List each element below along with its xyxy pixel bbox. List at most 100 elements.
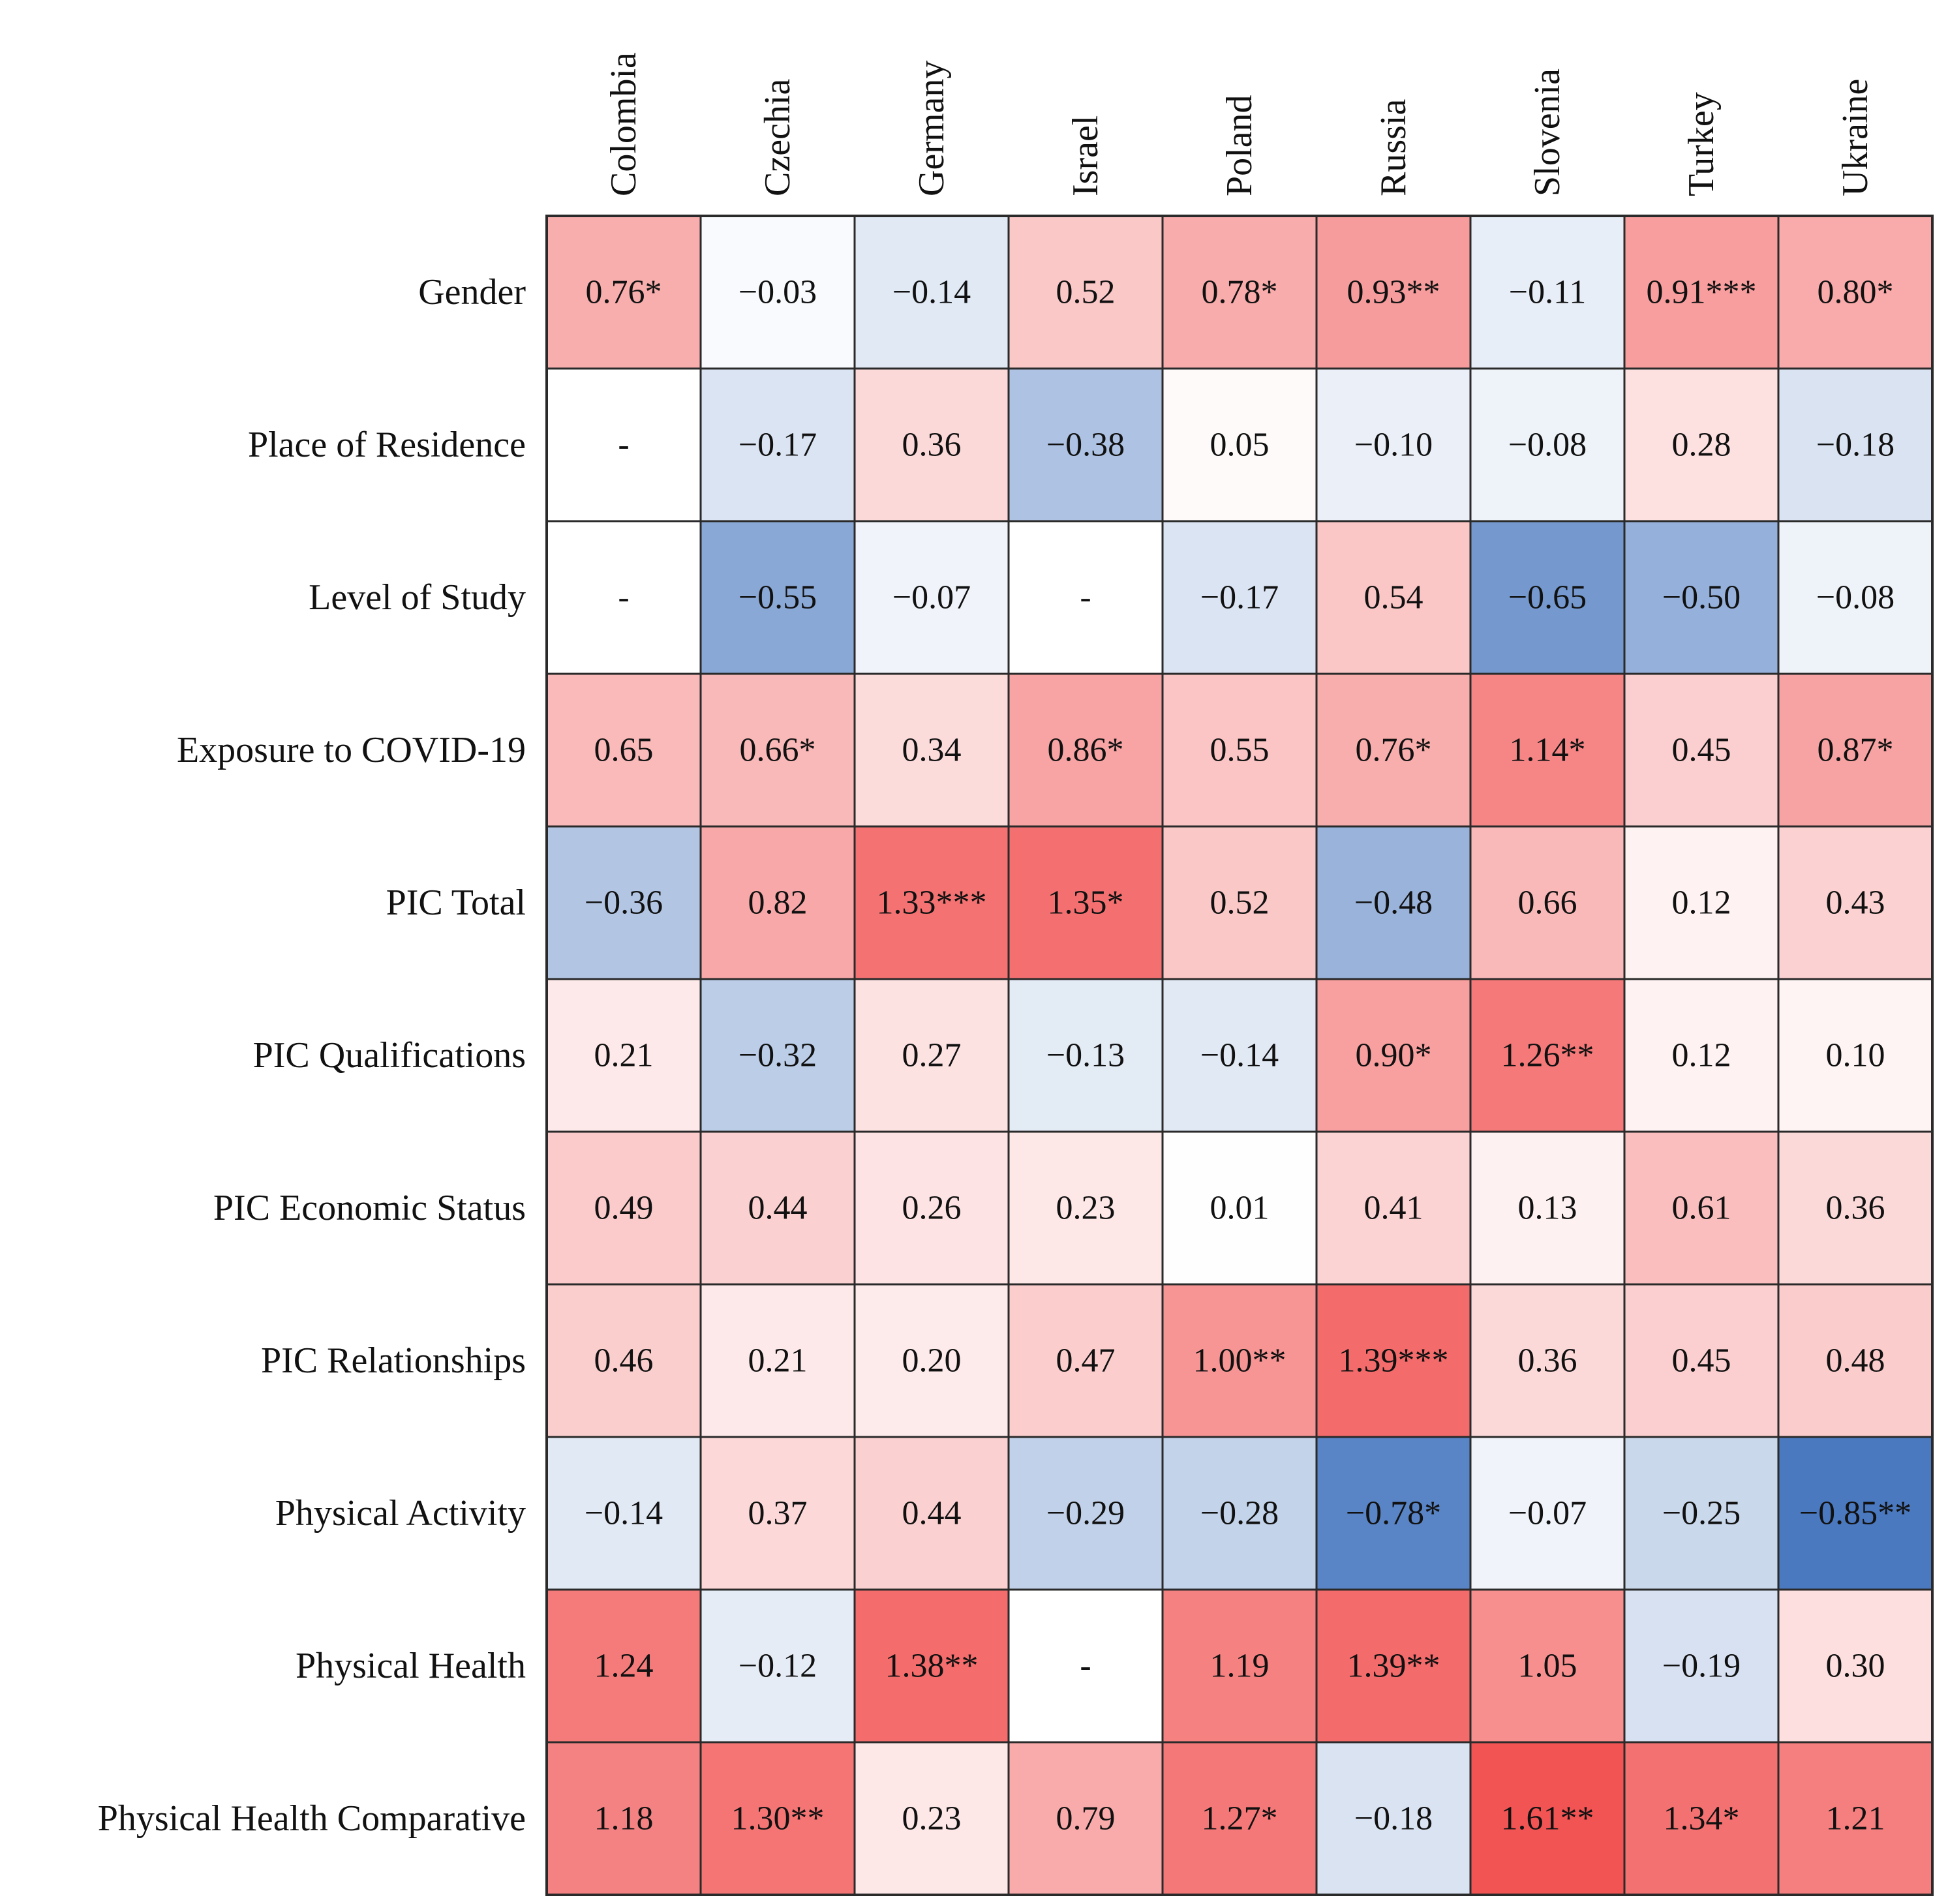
heatmap-cell xyxy=(1777,978,1934,1133)
heatmap-cell xyxy=(1315,1588,1472,1744)
heatmap-cell xyxy=(545,215,702,370)
heatmap-cell xyxy=(853,978,1010,1133)
cell-value-label: −0.65 xyxy=(1508,579,1587,616)
cell-value-label: −0.08 xyxy=(1816,579,1895,616)
cell-value-label: 0.44 xyxy=(902,1495,962,1532)
cell-value-label: −0.25 xyxy=(1662,1495,1741,1532)
cell-value-label: 0.52 xyxy=(1056,274,1116,311)
row-label: Physical Health xyxy=(296,1646,526,1686)
column-label-russia: Russia xyxy=(1373,99,1414,196)
cell-value-label: 1.00** xyxy=(1193,1342,1286,1380)
cell-value-label: 0.80* xyxy=(1818,274,1894,311)
cell-value-label: −0.11 xyxy=(1509,274,1586,311)
cell-value-label: 0.47 xyxy=(1056,1342,1116,1380)
cell-value-label: −0.07 xyxy=(892,579,971,616)
cell-value-label: 0.23 xyxy=(902,1800,962,1837)
cell-value-label: −0.48 xyxy=(1354,884,1433,922)
heatmap-cell xyxy=(699,1436,856,1591)
grid-border xyxy=(545,215,1934,1896)
cell-value-label: 0.12 xyxy=(1672,1037,1731,1074)
cell-value-label: −0.12 xyxy=(738,1648,817,1685)
heatmap-cell xyxy=(1007,215,1164,370)
cell-value-label: 0.76* xyxy=(586,274,662,311)
heatmap-cell xyxy=(699,672,856,828)
heatmap-cell xyxy=(1161,1130,1318,1286)
cell-value-label: 1.30** xyxy=(731,1800,825,1837)
cell-value-label: −0.17 xyxy=(738,427,817,464)
heatmap-cell xyxy=(1315,825,1472,980)
heatmap-cell xyxy=(1469,367,1626,522)
cell-value-label: 0.36 xyxy=(1826,1190,1885,1227)
cell-value-label: −0.18 xyxy=(1816,427,1895,464)
column-label-ukraine: Ukraine xyxy=(1835,79,1876,196)
heatmap-cell xyxy=(1007,1436,1164,1591)
heatmap-cell xyxy=(1777,1436,1934,1591)
cell-value-label: 0.48 xyxy=(1826,1342,1885,1380)
heatmap-cell xyxy=(1623,1588,1780,1744)
heatmap-cell xyxy=(1623,215,1780,370)
cell-value-label: 0.21 xyxy=(594,1037,654,1074)
column-label-slovenia: Slovenia xyxy=(1527,68,1568,196)
cell-value-label: 0.54 xyxy=(1364,579,1423,616)
heatmap-cell xyxy=(1623,978,1780,1133)
cell-value-label: 1.27* xyxy=(1202,1800,1278,1837)
row-label: Exposure to COVID-19 xyxy=(177,730,526,770)
cell-value-label: 0.43 xyxy=(1826,884,1885,922)
heatmap-cell xyxy=(1777,520,1934,675)
cell-value-label: 1.18 xyxy=(594,1800,654,1837)
cell-value-label: 0.46 xyxy=(594,1342,654,1380)
heatmap-cell xyxy=(1469,1283,1626,1438)
heatmap-cell xyxy=(1469,1588,1626,1744)
heatmap-cell xyxy=(853,1436,1010,1591)
row-label: Physical Activity xyxy=(275,1493,526,1534)
heatmap-cell xyxy=(1777,1283,1934,1438)
heatmap-cell xyxy=(699,1130,856,1286)
heatmap-cell xyxy=(1623,672,1780,828)
heatmap-cell xyxy=(853,520,1010,675)
heatmap-cell xyxy=(545,1436,702,1591)
heatmap-cell xyxy=(1161,978,1318,1133)
heatmap-cell xyxy=(545,367,702,522)
cell-value-label: −0.38 xyxy=(1046,427,1125,464)
cell-value-label: 0.23 xyxy=(1056,1190,1116,1227)
cell-value-label: 0.01 xyxy=(1210,1190,1270,1227)
cell-value-label: 0.52 xyxy=(1210,884,1270,922)
column-labels: Colombia Czechia Germany Israel Poland Russia… xyxy=(603,52,1876,196)
cell-value-label: 0.34 xyxy=(902,732,962,769)
heatmap-cell xyxy=(545,672,702,828)
cell-value-label: 0.36 xyxy=(902,427,962,464)
cell-value-label: −0.07 xyxy=(1508,1495,1587,1532)
heatmap-cell xyxy=(1161,520,1318,675)
heatmap-cell xyxy=(853,1588,1010,1744)
cell-value-label: −0.17 xyxy=(1200,579,1279,616)
cell-value-label: −0.14 xyxy=(585,1495,663,1532)
cell-value-label: −0.85** xyxy=(1799,1495,1911,1532)
cell-value-label: 1.24 xyxy=(594,1648,654,1685)
heatmap-cell xyxy=(1007,367,1164,522)
cell-value-label: −0.14 xyxy=(1200,1037,1279,1074)
cell-value-label: 1.26** xyxy=(1501,1037,1594,1074)
cell-value-label: −0.78* xyxy=(1346,1495,1441,1532)
cell-value-label: 0.28 xyxy=(1672,427,1731,464)
heatmap-cell xyxy=(1777,672,1934,828)
cell-value-label: 0.26 xyxy=(902,1190,962,1227)
heatmap-cell xyxy=(853,825,1010,980)
heatmap-cell xyxy=(1161,1741,1318,1896)
cell-value-label: 0.49 xyxy=(594,1190,654,1227)
heatmap-cell xyxy=(1777,367,1934,522)
heatmap-cell xyxy=(1315,1436,1472,1591)
cell-value-label: 0.76* xyxy=(1356,732,1432,769)
cell-value-label: 0.55 xyxy=(1210,732,1270,769)
heatmap-cell xyxy=(1161,367,1318,522)
cell-value-label: 0.86* xyxy=(1048,732,1124,769)
cell-value-label: 0.36 xyxy=(1518,1342,1577,1380)
column-label-germany: Germany xyxy=(911,61,952,196)
heatmap-cell xyxy=(1161,1436,1318,1591)
cell-value-label: 0.45 xyxy=(1672,1342,1731,1380)
heatmap-cell xyxy=(1007,978,1164,1133)
cell-value-label: −0.29 xyxy=(1046,1495,1125,1532)
heatmap-cell xyxy=(699,520,856,675)
row-label: Gender xyxy=(418,272,526,312)
heatmap-cell xyxy=(1623,1741,1780,1896)
